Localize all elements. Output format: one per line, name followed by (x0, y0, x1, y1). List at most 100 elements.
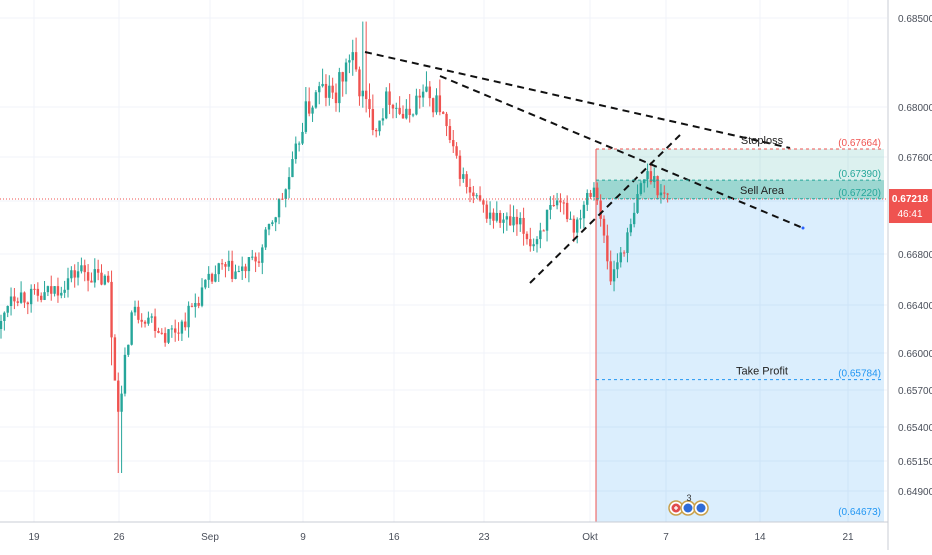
candle-body (90, 280, 93, 283)
candle-body (73, 270, 76, 278)
candle-body (163, 333, 167, 343)
candle-body (29, 288, 33, 305)
x-tick-label: 9 (300, 532, 306, 543)
candle-body (204, 279, 207, 288)
candle-body (76, 271, 80, 278)
candle-body (16, 301, 19, 303)
candle-body (532, 244, 535, 247)
candle-body (133, 306, 137, 313)
candle-body (277, 198, 281, 218)
event-badge[interactable]: 3 (668, 493, 709, 516)
candle-body (361, 90, 364, 97)
x-tick-label: 14 (754, 532, 766, 543)
candle-body (549, 204, 552, 210)
candle-body (559, 200, 562, 203)
candle-body (378, 120, 381, 132)
x-tick-label: 7 (663, 532, 669, 543)
y-axis[interactable]: 0.685000.680000.676000.672000.668000.664… (887, 0, 932, 550)
candle-body (639, 183, 643, 195)
candle-body (187, 305, 190, 328)
candle-body (46, 286, 50, 293)
candle-body (274, 217, 277, 223)
candle-body (525, 233, 529, 240)
x-tick-label: 21 (842, 532, 854, 543)
candle-body (375, 130, 378, 132)
candle-body (435, 95, 438, 113)
candle-body (415, 95, 418, 115)
candle-body (200, 287, 204, 306)
candle-body (254, 256, 257, 262)
y-tick-label: 0.65150 (898, 457, 932, 468)
candle-body (241, 266, 244, 271)
x-tick-label: 16 (388, 532, 400, 543)
candle-body (318, 86, 321, 93)
candle-body (251, 256, 254, 258)
candle-body (542, 230, 545, 232)
candle-body (143, 321, 147, 324)
candle-body (358, 69, 361, 97)
candle-body (180, 321, 184, 334)
current-price-tag (889, 189, 932, 224)
candle-body (244, 266, 247, 272)
candle-body (147, 317, 150, 324)
candle-body (509, 216, 512, 226)
candle-body (649, 171, 653, 183)
candle-body (572, 218, 576, 233)
candle-body (294, 143, 297, 160)
candle-body (53, 286, 56, 294)
candle-body (207, 273, 210, 280)
candle-body (502, 219, 505, 223)
candle-body (452, 140, 455, 147)
candles (0, 21, 669, 473)
candle-body (666, 193, 669, 195)
candle-body (522, 217, 525, 234)
candle-body (247, 257, 251, 272)
trendlines[interactable] (364, 51, 805, 284)
candle-body (505, 216, 509, 220)
zone-name-label: Take Profit (736, 366, 788, 378)
event-flag-fill (683, 503, 693, 513)
y-tick-label: 0.66400 (898, 301, 932, 312)
candle-body (475, 195, 478, 197)
candle-body (569, 218, 572, 220)
candle-body (304, 101, 308, 132)
candle-body (599, 200, 602, 219)
candle-body (515, 216, 519, 225)
trendline-handle (801, 226, 805, 230)
event-flag-fill (696, 503, 706, 513)
candle-body (210, 273, 214, 282)
candle-body (311, 107, 314, 114)
candle-body (6, 306, 9, 313)
candle-body (230, 260, 234, 279)
candle-body (217, 263, 220, 275)
candle-body (512, 216, 515, 226)
candle-body (297, 143, 301, 145)
candle-body (431, 98, 435, 113)
candle-body (609, 261, 612, 282)
x-tick-label: 23 (478, 532, 490, 543)
candle-body (659, 192, 663, 196)
candle-body (117, 380, 120, 412)
candle-body (3, 312, 6, 321)
candle-body (26, 302, 29, 305)
candle-body (194, 302, 197, 307)
candle-body (60, 292, 63, 296)
candle-body (632, 212, 636, 225)
candle-body (488, 212, 492, 219)
candle-body (227, 260, 230, 267)
candle-body (234, 271, 237, 279)
candle-body (140, 319, 143, 322)
x-axis[interactable]: 19 26 Sep 9 16 23 Okt 7 14 21 (0, 521, 888, 543)
candle-body (442, 112, 445, 114)
candle-body (596, 187, 599, 201)
candle-body (455, 146, 458, 156)
candle-body (184, 321, 187, 328)
candle-body (33, 288, 36, 290)
candle-body (284, 189, 287, 199)
candle-body (107, 275, 110, 282)
candle-body (612, 269, 616, 282)
candle-body (482, 200, 485, 205)
candle-body (395, 107, 398, 109)
